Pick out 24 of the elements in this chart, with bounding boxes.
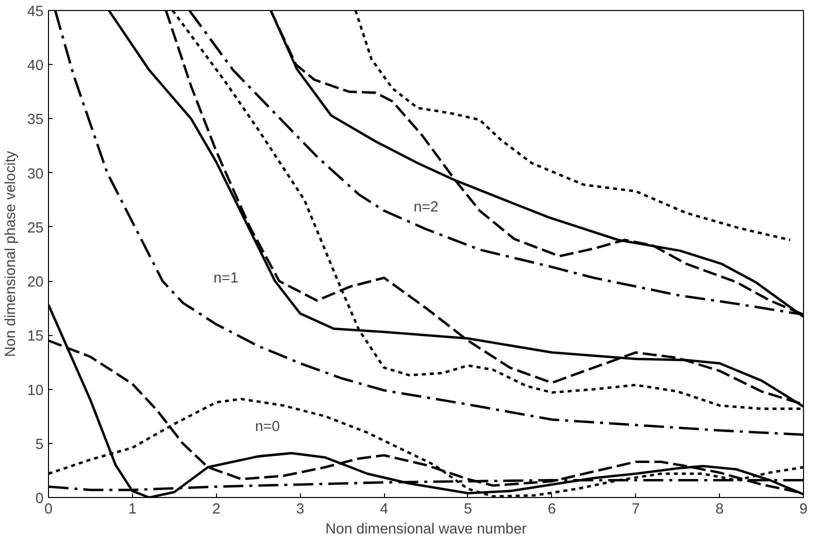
annotation: n=0 [255, 418, 280, 435]
x-tick-label: 9 [799, 502, 808, 518]
x-tick-label: 3 [296, 502, 304, 518]
annotation: n=1 [213, 270, 238, 286]
x-tick-label: 8 [716, 502, 724, 518]
y-axis-title: Non dimensional phase velocity [3, 150, 20, 358]
x-tick-label: 6 [548, 502, 556, 518]
y-tick-label: 45 [27, 4, 44, 20]
y-tick-label: 35 [27, 112, 44, 128]
x-tick-label: 4 [380, 502, 388, 518]
x-tick-label: 7 [632, 502, 640, 518]
y-tick-label: 25 [27, 220, 44, 236]
x-tick-label: 1 [128, 502, 136, 518]
y-tick-label: 30 [27, 166, 44, 182]
x-tick-label: 5 [464, 502, 472, 518]
x-tick-label: 2 [212, 502, 220, 518]
y-tick-label: 0 [35, 491, 44, 507]
y-tick-label: 10 [27, 382, 44, 399]
y-tick-label: 15 [27, 328, 44, 345]
y-tick-label: 40 [27, 58, 44, 74]
annotation: n=2 [414, 200, 438, 216]
y-tick-label: 5 [35, 436, 44, 453]
y-tick-label: 20 [27, 274, 44, 291]
x-axis-title: Non dimensional wave number [325, 522, 527, 538]
